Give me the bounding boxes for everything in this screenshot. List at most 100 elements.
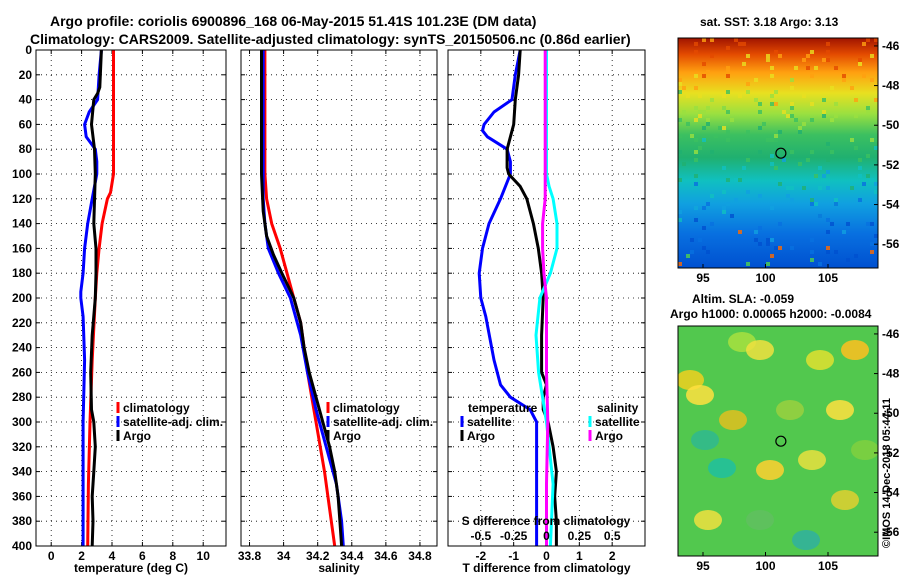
sst-cell: [782, 110, 786, 114]
sst-cell: [818, 214, 822, 218]
sst-cell: [842, 74, 846, 78]
top-x-tick-label: 0.5: [604, 529, 621, 543]
sst-cell: [774, 138, 778, 142]
sst-cell: [710, 38, 714, 42]
sst-cell: [858, 58, 862, 62]
sst-cell: [802, 186, 806, 190]
series-line-climatology: [86, 50, 115, 546]
y-tick-label: 380: [12, 514, 32, 528]
sst-cell: [694, 86, 698, 90]
sst-cell: [702, 246, 706, 250]
series-group: [79, 50, 115, 546]
sla-blob: [694, 510, 722, 530]
sst-cell: [778, 246, 782, 250]
sst-cell: [706, 250, 710, 254]
sla-blob: [686, 385, 714, 405]
sst-cell: [694, 118, 698, 122]
sst-cell: [790, 86, 794, 90]
sst-cell: [874, 190, 878, 194]
sst-cell: [690, 238, 694, 242]
sst-cell: [678, 210, 682, 214]
x-tick-label: 1: [576, 549, 583, 563]
sla-blob: [831, 490, 859, 510]
sst-cell: [682, 86, 686, 90]
sst-cell: [710, 222, 714, 226]
sst-cell: [790, 186, 794, 190]
x-axis-label: T difference from climatology: [462, 561, 630, 575]
sst-cell: [726, 66, 730, 70]
sst-cell: [790, 102, 794, 106]
sst-cell: [802, 122, 806, 126]
sla-blob: [678, 370, 704, 390]
legend-title-salinity: salinity: [597, 401, 639, 415]
sst-cell: [726, 202, 730, 206]
sst-cell: [698, 146, 702, 150]
sst-cell: [870, 250, 874, 254]
sst-cell: [706, 118, 710, 122]
sst-cell: [770, 74, 774, 78]
y-tick-label: 260: [12, 365, 32, 379]
sla-blob: [746, 340, 774, 360]
sst-cell: [778, 222, 782, 226]
sst-cell: [826, 50, 830, 54]
sst-cell: [874, 182, 878, 186]
map-x-tick-label: 105: [818, 559, 838, 573]
x-tick-label: -1: [508, 549, 519, 563]
sst-cell: [734, 178, 738, 182]
y-tick-label: 200: [12, 291, 32, 305]
sst-cell: [754, 98, 758, 102]
sst-cell: [834, 114, 838, 118]
sst-cell: [682, 110, 686, 114]
sst-cell: [698, 114, 702, 118]
top-axis-label: S difference from climatology: [462, 514, 631, 528]
sst-cell: [826, 230, 830, 234]
sst-cell: [678, 134, 682, 138]
y-tick-label: 300: [12, 415, 32, 429]
sst-cell: [798, 130, 802, 134]
y-tick-label: 240: [12, 341, 32, 355]
sst-cell: [794, 118, 798, 122]
sst-cell: [874, 98, 878, 102]
sst-cell: [870, 242, 874, 246]
sst-cell: [810, 50, 814, 54]
legend-entry: climatology: [123, 401, 190, 415]
sst-cell: [722, 126, 726, 130]
sst-cell: [686, 94, 690, 98]
sst-cell: [694, 174, 698, 178]
sst-cell: [690, 250, 694, 254]
map-x-tick-label: 95: [696, 271, 710, 285]
sst-cell: [786, 186, 790, 190]
sst-cell: [874, 138, 878, 142]
sst-cell: [778, 182, 782, 186]
sst-cell: [726, 138, 730, 142]
sst-cell: [706, 202, 710, 206]
sst-cell: [826, 186, 830, 190]
sla-blob: [841, 340, 869, 360]
sla-blob: [756, 460, 784, 480]
y-tick-label: 20: [19, 68, 33, 82]
series-line-climatology: [263, 50, 337, 546]
sst-cell: [858, 62, 862, 66]
y-tick-label: 220: [12, 316, 32, 330]
sst-cell: [710, 98, 714, 102]
sst-cell: [822, 110, 826, 114]
map-y-tick-label: -56: [882, 525, 900, 539]
map-x-tick-label: 105: [818, 271, 838, 285]
sst-cell: [842, 78, 846, 82]
y-tick-label: 100: [12, 167, 32, 181]
sst-cell: [706, 70, 710, 74]
x-tick-label: 34.8: [408, 549, 432, 563]
sst-cell: [834, 102, 838, 106]
sla-blob: [708, 458, 736, 478]
map-y-tick-label: -46: [882, 39, 900, 53]
argo-position-marker: [775, 147, 787, 159]
sst-cell: [862, 42, 866, 46]
y-tick-label: 360: [12, 489, 32, 503]
sst-cell: [846, 222, 850, 226]
sst-cell: [702, 126, 706, 130]
sst-cell: [710, 194, 714, 198]
sst-cell: [814, 202, 818, 206]
x-tick-label: 8: [169, 549, 176, 563]
sst-cell: [746, 90, 750, 94]
sst-map-frame: [677, 37, 879, 269]
